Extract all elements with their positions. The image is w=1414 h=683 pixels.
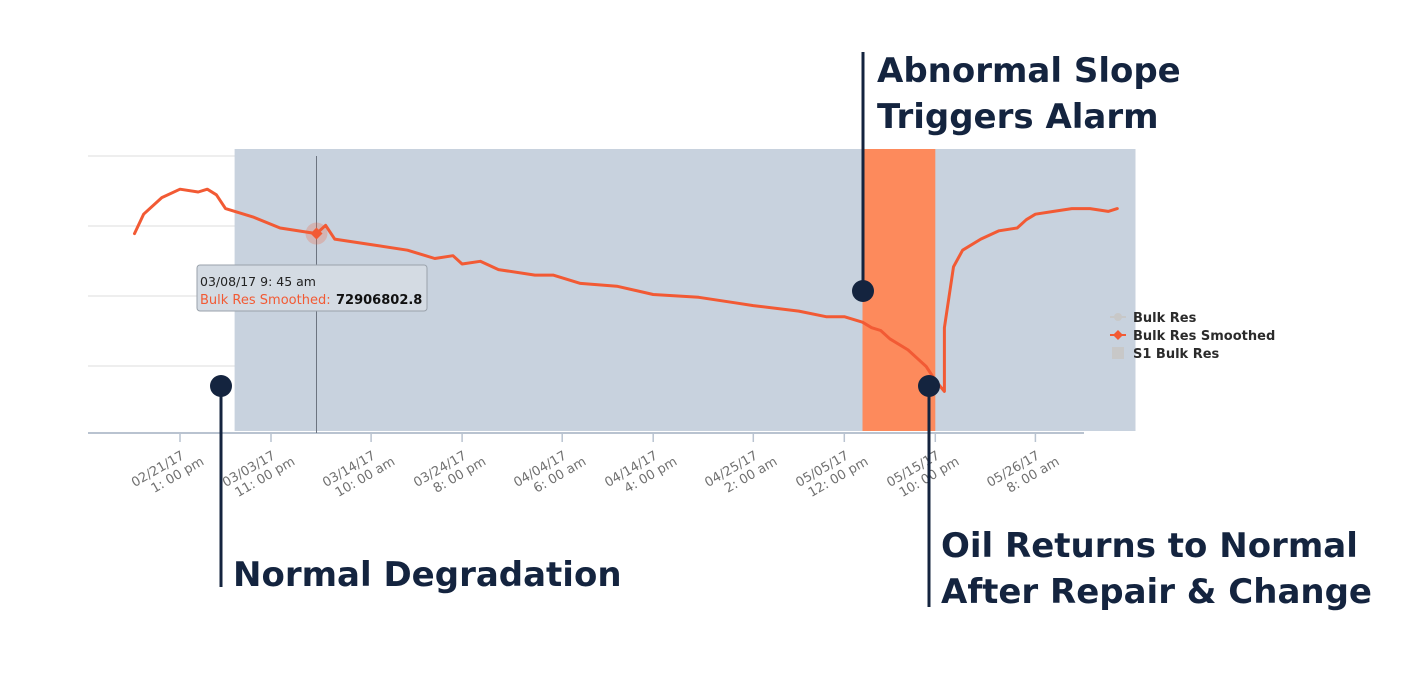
- x-tick-label: 05/15/1710: 00 pm: [884, 441, 962, 503]
- legend-item-s1-bulk-res[interactable]: S1 Bulk Res: [1112, 347, 1220, 362]
- legend-item-bulk-res[interactable]: Bulk Res: [1110, 311, 1197, 326]
- tooltip-date: 03/08/17 9: 45 am: [200, 274, 316, 289]
- annotation-dot: [210, 375, 232, 397]
- x-tick-label: 05/26/178: 00 am: [985, 441, 1063, 503]
- legend-swatch-diamond: [1113, 330, 1123, 340]
- legend-item-bulk-res-smoothed[interactable]: Bulk Res Smoothed: [1110, 329, 1275, 344]
- annotation-normal-text: Normal Degradation: [233, 555, 622, 595]
- legend-label: Bulk Res Smoothed: [1133, 329, 1275, 344]
- hover-point-marker: [310, 227, 323, 240]
- annotation-dot: [852, 280, 874, 302]
- tooltip-value: 72906802.8: [336, 293, 422, 308]
- annotation-abnormal: Abnormal Slope Triggers Alarm: [852, 51, 1181, 302]
- series-line-bulk-res-smoothed: [133, 187, 1119, 393]
- annotation-normal: Normal Degradation: [210, 375, 622, 595]
- legend-swatch-dot: [1114, 313, 1122, 321]
- x-tick-label: 04/25/172: 00 am: [702, 441, 780, 503]
- annotation-returns-line2: After Repair & Change: [941, 572, 1372, 612]
- legend-label: S1 Bulk Res: [1133, 347, 1220, 362]
- annotation-returns: Oil Returns to Normal After Repair & Cha…: [918, 375, 1372, 612]
- x-tick-label: 04/14/174: 00 pm: [602, 441, 680, 503]
- x-tick-label: 03/03/1711: 00 pm: [220, 441, 298, 503]
- x-tick-label: 03/14/1710: 00 am: [320, 441, 398, 503]
- annotation-returns-line1: Oil Returns to Normal: [941, 526, 1358, 566]
- legend-label: Bulk Res: [1133, 311, 1197, 326]
- x-tick-label: 03/24/178: 00 pm: [411, 441, 489, 503]
- x-tick-label: 05/05/1712: 00 pm: [793, 441, 871, 503]
- annotation-abnormal-line2: Triggers Alarm: [877, 97, 1159, 137]
- tooltip-box: [196, 264, 428, 312]
- tooltip: 03/08/17 9: 45 am Bulk Res Smoothed: 729…: [196, 264, 428, 312]
- legend-swatch-square: [1112, 347, 1124, 359]
- x-axis-ticks: 02/21/171: 00 pm 03/03/1711: 00 pm 03/14/1…: [129, 433, 1063, 503]
- x-tick-label: 04/04/176: 00 am: [511, 441, 589, 503]
- tooltip-series-label: Bulk Res Smoothed:: [200, 293, 331, 308]
- annotation-abnormal-line1: Abnormal Slope: [877, 51, 1181, 91]
- legend: Bulk Res Bulk Res Smoothed S1 Bulk Res: [1110, 311, 1275, 362]
- annotation-dot: [918, 375, 940, 397]
- x-tick-label: 02/21/171: 00 pm: [129, 441, 207, 503]
